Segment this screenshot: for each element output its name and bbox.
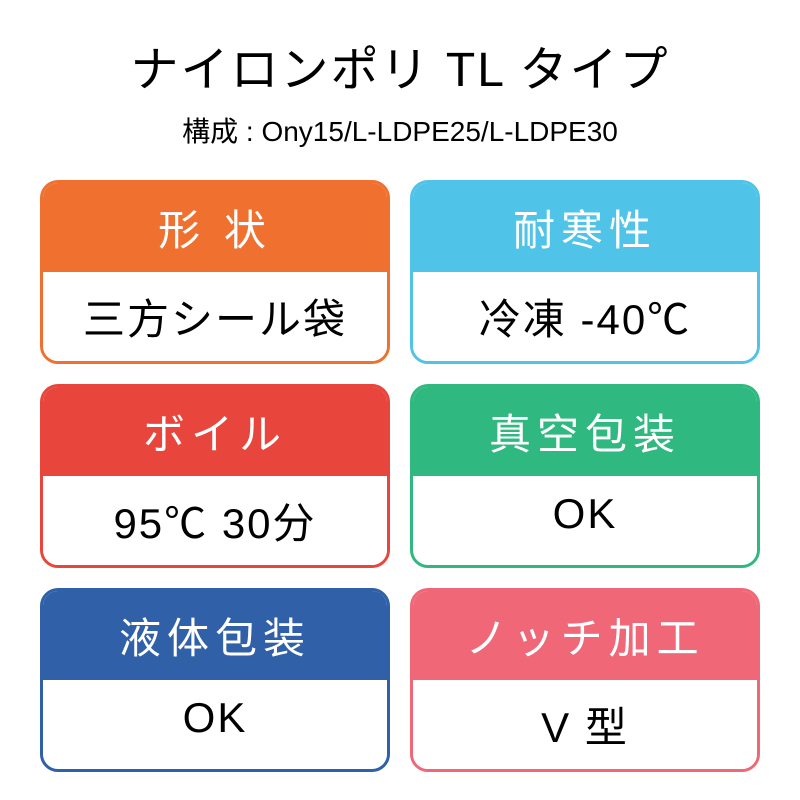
spec-value: 95℃ 30分 [43,476,387,565]
spec-card-cold: 耐寒性 冷凍 -40℃ [410,180,760,364]
spec-card-notch: ノッチ加工 V 型 [410,588,760,772]
spec-card-boil: ボイル 95℃ 30分 [40,384,390,568]
product-title: ナイロンポリ TL タイプ [131,30,670,100]
spec-header: 真空包装 [413,387,757,476]
spec-value: OK [43,680,387,756]
spec-header: 形 状 [43,183,387,272]
spec-value: 冷凍 -40℃ [413,272,757,361]
spec-value: 三方シール袋 [43,272,387,361]
product-subtitle: 構成 : Ony15/L-LDPE25/L-LDPE30 [182,110,618,150]
spec-value: V 型 [413,680,757,769]
spec-card-vacuum: 真空包装 OK [410,384,760,568]
spec-card-shape: 形 状 三方シール袋 [40,180,390,364]
spec-header: ノッチ加工 [413,591,757,680]
spec-header: 液体包装 [43,591,387,680]
spec-grid: 形 状 三方シール袋 耐寒性 冷凍 -40℃ ボイル 95℃ 30分 真空包装 … [40,180,760,772]
spec-value: OK [413,476,757,552]
spec-card-liquid: 液体包装 OK [40,588,390,772]
spec-header: 耐寒性 [413,183,757,272]
spec-header: ボイル [43,387,387,476]
